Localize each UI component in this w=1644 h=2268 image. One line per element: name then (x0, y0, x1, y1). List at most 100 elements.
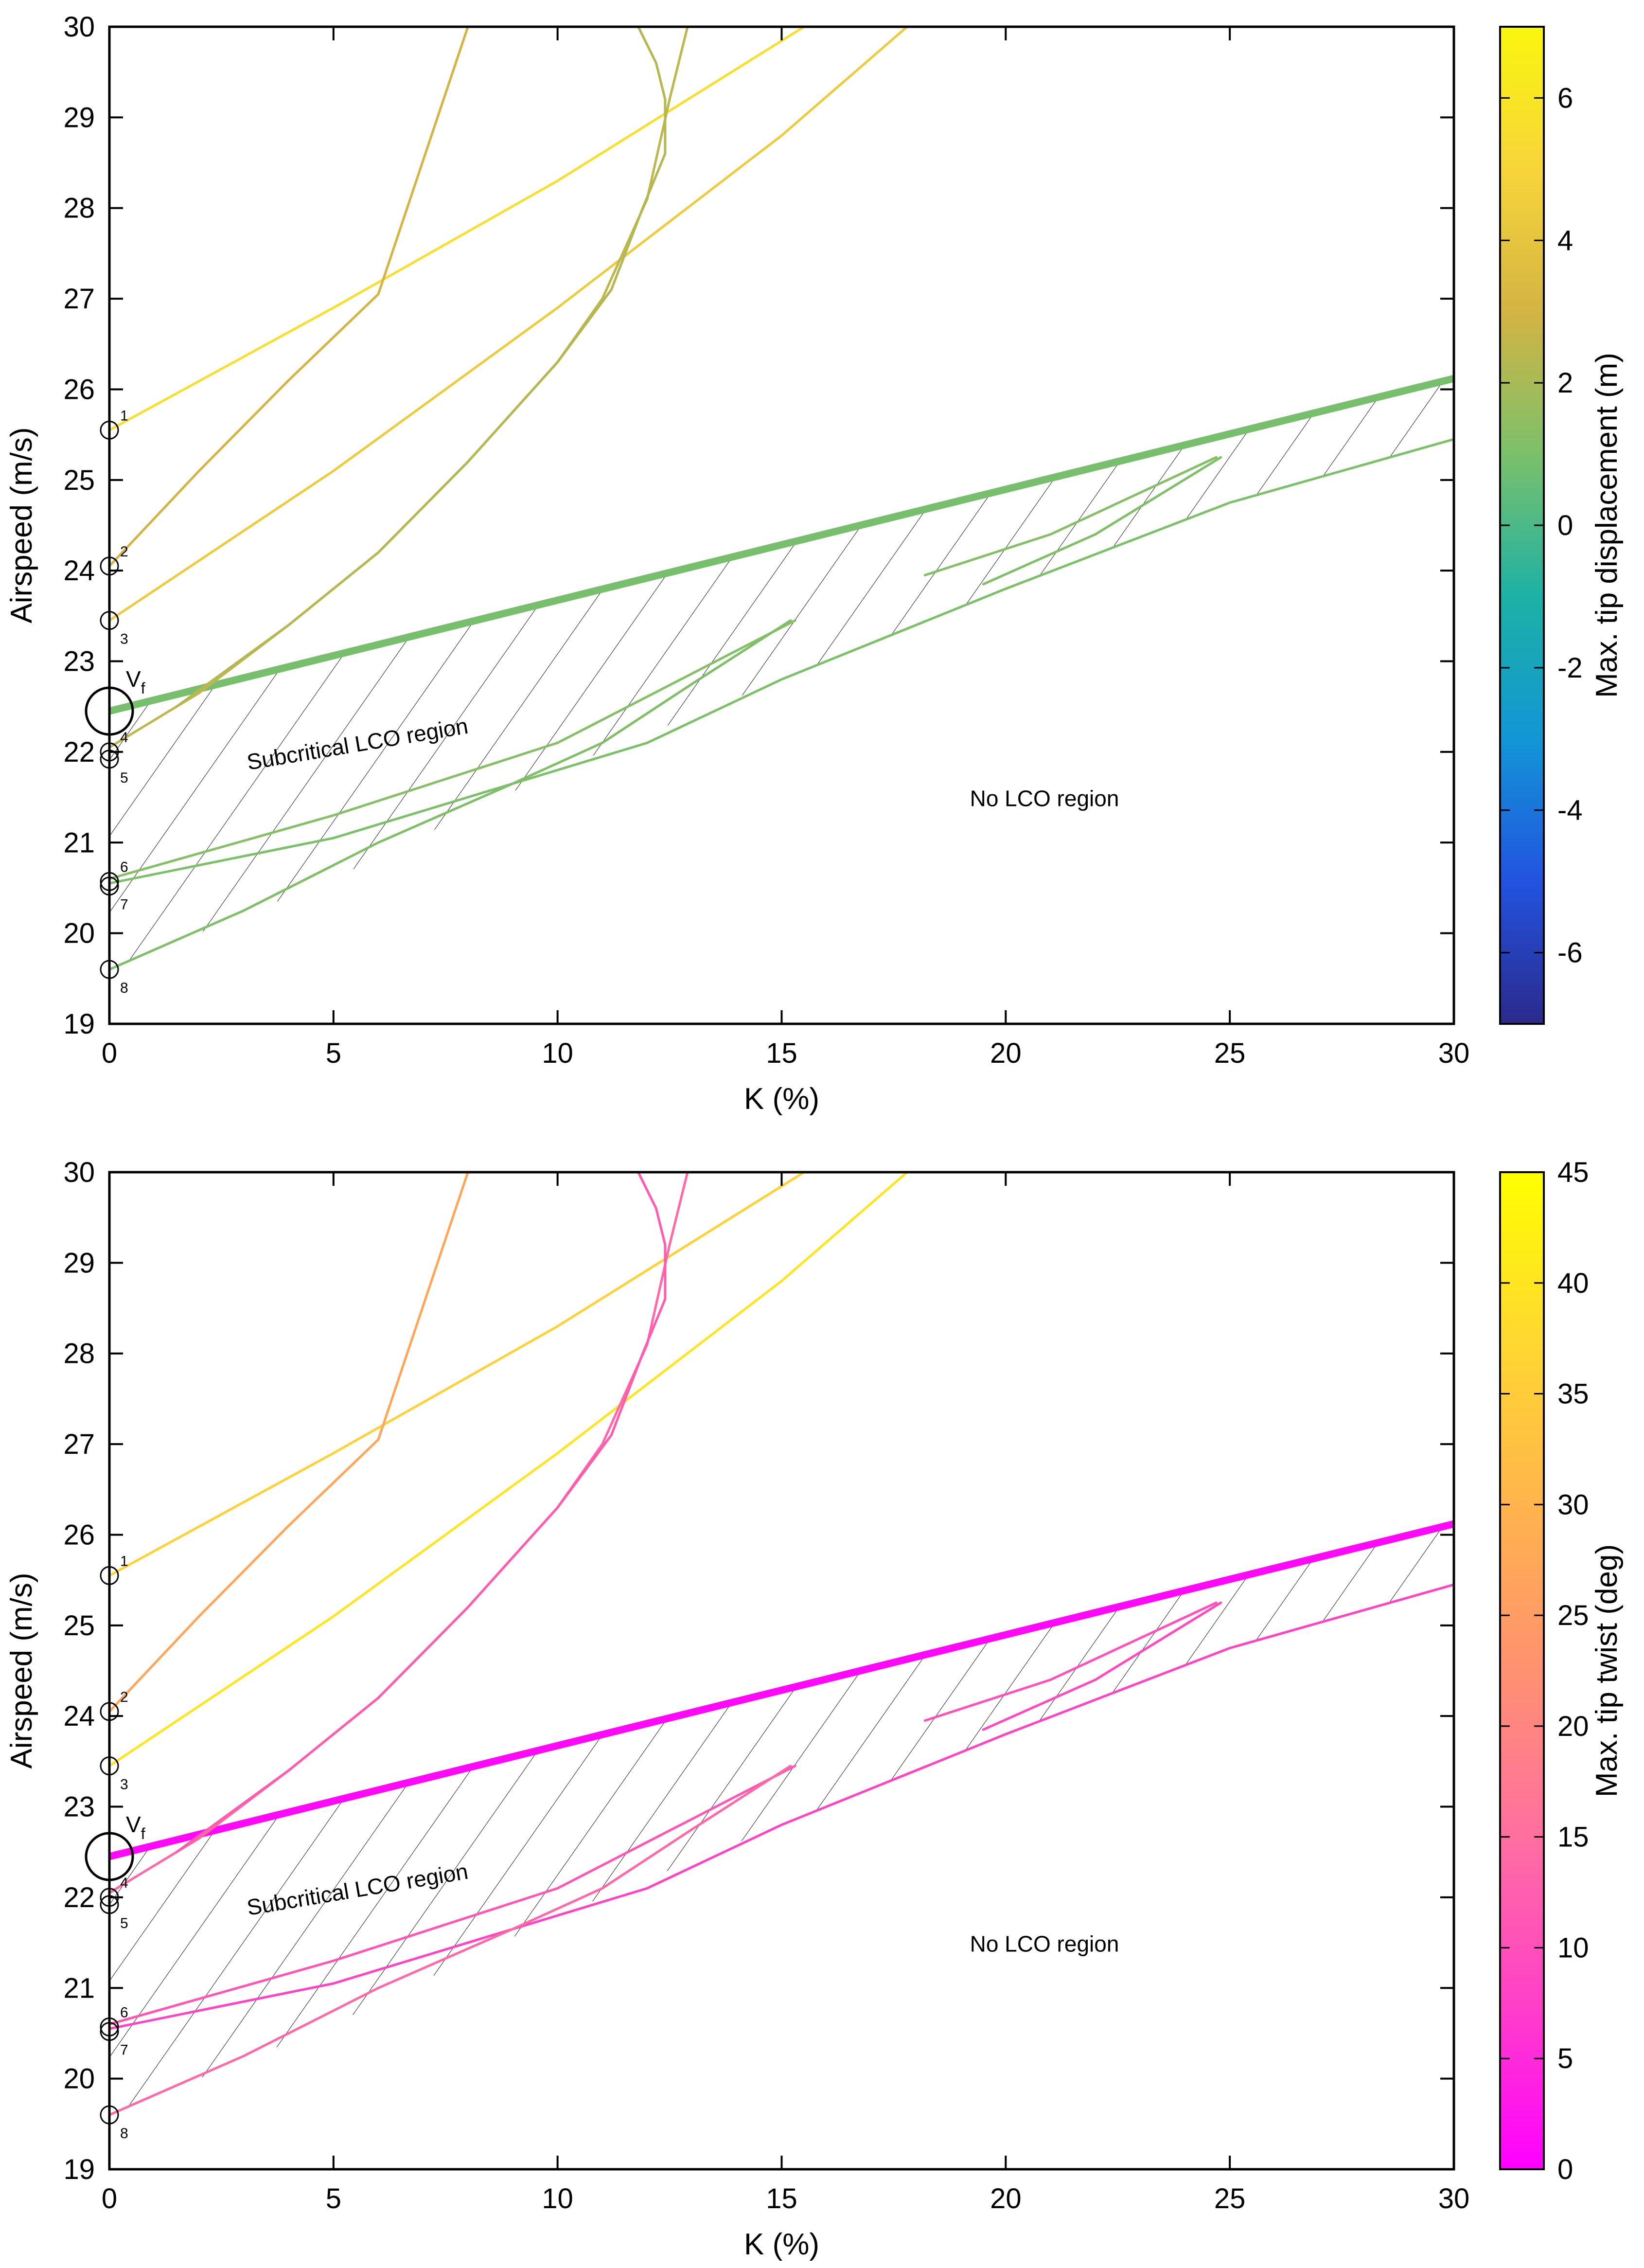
colorbar-tick-label: 4 (1557, 225, 1573, 256)
series-branch-7 (109, 1583, 1454, 2030)
marker-circle-2 (100, 556, 119, 576)
x-tick-label: 20 (990, 2183, 1022, 2214)
y-tick-label: 27 (63, 1429, 95, 1460)
marker-circle-8 (100, 2105, 119, 2125)
marker-circle-2 (100, 1702, 119, 1721)
colorbar-tick-label: 6 (1557, 82, 1573, 114)
y-tick-label: 22 (63, 1882, 95, 1913)
y-tick-label: 27 (63, 283, 95, 315)
marker-label-2: 2 (120, 1689, 128, 1705)
marker-circle-8 (100, 960, 119, 979)
y-tick-label: 24 (63, 1700, 95, 1732)
colorbar (1499, 1171, 1545, 2170)
y-tick-label: 23 (63, 646, 95, 678)
x-tick-label: 25 (1214, 1037, 1246, 1069)
x-tick-label: 0 (102, 2183, 117, 2214)
y-tick-label: 30 (63, 11, 95, 43)
vf-circle (85, 1832, 134, 1881)
marker-label-6: 6 (120, 2004, 128, 2020)
x-axis-label: K (%) (744, 1082, 819, 1116)
x-tick-label: 20 (990, 1037, 1022, 1069)
y-tick-label: 21 (63, 1972, 95, 2004)
colorbar-tick-label: -4 (1557, 795, 1583, 826)
x-tick-label: 5 (326, 2183, 341, 2214)
no-lco-region-label: No LCO region (970, 786, 1119, 811)
y-tick-label: 30 (63, 1157, 95, 1188)
colorbar-tick-label: -6 (1557, 937, 1583, 969)
colorbar-tick-label: -2 (1557, 652, 1583, 684)
series-branch-6 (109, 1765, 796, 2026)
y-tick-label: 20 (63, 918, 95, 949)
colorbar-label: Max. tip displacement (m) (1590, 353, 1624, 698)
colorbar-tick-label: 10 (1557, 1932, 1589, 1964)
y-tick-label: 19 (63, 2154, 95, 2185)
x-tick-label: 0 (102, 1037, 117, 1069)
y-tick-label: 26 (63, 1519, 95, 1551)
colorbar-label: Max. tip twist (deg) (1590, 1544, 1624, 1797)
marker-circle-3 (100, 1756, 119, 1776)
x-tick-label: 10 (542, 1037, 573, 1069)
series-branch-7 (109, 438, 1454, 885)
y-tick-label: 22 (63, 736, 95, 768)
series-branch-2 (109, 27, 469, 568)
colorbar-tick-label: 30 (1557, 1489, 1589, 1520)
series-branch-3 (109, 27, 909, 622)
colorbar-tick-label: 40 (1557, 1268, 1589, 1299)
series-group (109, 1172, 1454, 2116)
marker-circle-6 (100, 2017, 119, 2036)
y-tick-label: 23 (63, 1791, 95, 1823)
y-tick-label: 21 (63, 827, 95, 858)
series-branch-8 (109, 1765, 792, 2116)
vf-label: Vf (126, 1812, 145, 1842)
y-tick-label: 26 (63, 374, 95, 405)
colorbar-tick-label: 35 (1557, 1378, 1589, 1410)
x-tick-label: 10 (542, 2183, 573, 2214)
y-tick-label: 24 (63, 555, 95, 587)
series-branch-5 (175, 27, 667, 708)
marker-circle-7 (100, 2022, 119, 2041)
subcritical-region-hatch (109, 1524, 1454, 2115)
y-axis-label: Airspeed (m/s) (5, 1572, 38, 1768)
marker-label-4: 4 (120, 730, 128, 746)
y-axis-label: Airspeed (m/s) (5, 427, 38, 623)
series-branch-9 (923, 1601, 1218, 1722)
series-branch-10 (982, 456, 1222, 586)
marker-circle-5 (100, 1895, 119, 1914)
vf-circle (85, 686, 134, 736)
marker-circle-1 (100, 420, 119, 440)
y-tick-label: 25 (63, 464, 95, 496)
marker-label-3: 3 (120, 631, 128, 647)
marker-label-4: 4 (120, 1875, 128, 1891)
marker-circle-5 (100, 750, 119, 769)
marker-label-5: 5 (120, 770, 128, 786)
subcritical-region-hatch (109, 378, 1454, 970)
y-tick-label: 25 (63, 1610, 95, 1642)
colorbar-tick-label: 5 (1557, 2043, 1573, 2074)
vf-label: Vf (126, 666, 145, 697)
marker-circle-7 (100, 876, 119, 896)
series-neutral-stability (109, 375, 1454, 715)
colorbar-tick-label: 25 (1557, 1600, 1589, 1631)
marker-label-5: 5 (120, 1915, 128, 1931)
series-group (109, 27, 1454, 971)
series-branch-9 (923, 456, 1218, 576)
colorbar-tick-label: 45 (1557, 1157, 1589, 1188)
vf-main: V (126, 1812, 141, 1837)
series-branch-10 (982, 1601, 1222, 1731)
colorbar-tick-label: 0 (1557, 510, 1573, 541)
marker-circle-4 (100, 742, 119, 762)
series-branch-5 (175, 1172, 667, 1854)
series-branch-2 (109, 1172, 469, 1713)
colorbar-tick-label: 0 (1557, 2154, 1573, 2185)
vf-sub: f (141, 1825, 145, 1842)
y-tick-label: 28 (63, 1338, 95, 1370)
marker-label-3: 3 (120, 1777, 128, 1793)
x-tick-label: 30 (1438, 2183, 1470, 2214)
marker-label-8: 8 (120, 980, 128, 996)
marker-circle-4 (100, 1888, 119, 1907)
x-tick-label: 30 (1438, 1037, 1470, 1069)
marker-label-2: 2 (120, 544, 128, 560)
